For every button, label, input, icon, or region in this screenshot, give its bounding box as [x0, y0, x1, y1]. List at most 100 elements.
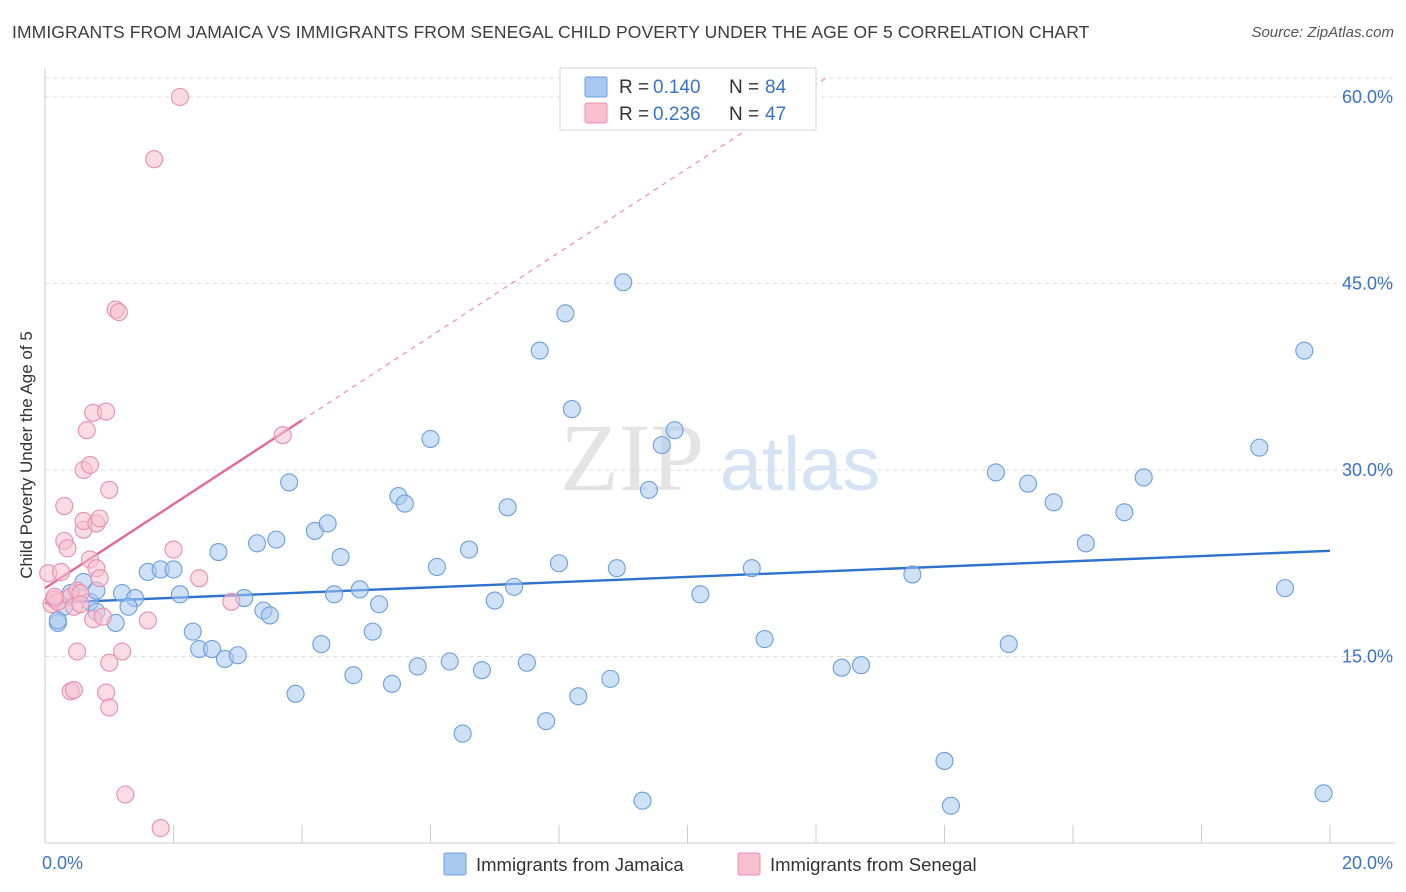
jamaica-point — [453, 724, 472, 743]
senegal-point — [100, 698, 119, 717]
senegal-point — [90, 569, 109, 588]
senegal-point — [138, 611, 157, 630]
senegal-point — [190, 569, 209, 588]
jamaica-point — [562, 400, 581, 419]
data-points — [39, 87, 1333, 838]
jamaica-point — [209, 543, 228, 562]
legend-n-label-jamaica: N = — [729, 77, 759, 98]
jamaica-point — [755, 630, 774, 649]
senegal-point — [151, 819, 170, 838]
y-tick-label: 15.0% — [1342, 647, 1393, 667]
jamaica-point — [247, 534, 267, 553]
jamaica-point — [164, 560, 183, 579]
jamaica-trend-line — [44, 549, 1331, 605]
jamaica-point — [472, 661, 491, 680]
senegal-point — [58, 539, 77, 558]
legend-n-value-senegal: 47 — [765, 104, 786, 125]
jamaica-point — [742, 559, 761, 578]
senegal-point — [45, 587, 64, 606]
jamaica-point — [170, 585, 189, 604]
jamaica-point — [260, 606, 279, 625]
jamaica-point — [119, 597, 138, 616]
jamaica-point — [1275, 579, 1295, 598]
senegal-point — [170, 87, 189, 107]
senegal-point — [93, 607, 112, 626]
senegal-point — [52, 562, 71, 582]
jamaica-point — [986, 463, 1005, 482]
series-legend: Immigrants from Jamaica Immigrants from … — [443, 852, 977, 876]
y-tick-label: 45.0% — [1342, 274, 1393, 294]
senegal-point — [100, 480, 119, 499]
jamaica-point — [459, 540, 479, 559]
jamaica-point — [312, 635, 331, 654]
jamaica-point — [665, 421, 684, 440]
senegal-point — [64, 681, 83, 700]
series-legend-label-senegal: Immigrants from Senegal — [770, 854, 977, 875]
jamaica-point — [228, 646, 247, 665]
jamaica-point — [267, 530, 286, 549]
y-tick-label: 60.0% — [1342, 87, 1393, 107]
jamaica-point — [1076, 534, 1095, 553]
senegal-point — [68, 642, 87, 661]
jamaica-point — [280, 473, 299, 492]
jamaica-point — [485, 591, 504, 610]
jamaica-point — [325, 585, 344, 604]
jamaica-point — [331, 547, 350, 567]
legend-n-value-jamaica: 84 — [765, 77, 787, 98]
jamaica-point — [691, 585, 710, 604]
senegal-point — [55, 497, 74, 516]
jamaica-point — [382, 674, 402, 693]
chart-title: IMMIGRANTS FROM JAMAICA VS IMMIGRANTS FR… — [12, 22, 1090, 42]
senegal-point — [77, 421, 96, 440]
jamaica-point — [48, 611, 67, 630]
correlation-legend: R = 0.140 N = 84 R = 0.236 N = 47 — [559, 67, 817, 131]
x-tick-label: 0.0% — [42, 853, 83, 873]
jamaica-point — [344, 666, 363, 685]
jamaica-point — [286, 684, 305, 703]
jamaica-point — [517, 653, 536, 672]
jamaica-point — [1295, 341, 1314, 360]
legend-r-value-jamaica: 0.140 — [653, 77, 701, 98]
jamaica-point — [318, 514, 337, 533]
jamaica-point — [203, 639, 222, 659]
senegal-point — [145, 150, 164, 169]
senegal-point — [96, 402, 116, 421]
jamaica-point — [903, 565, 922, 584]
jamaica-point — [183, 622, 202, 641]
legend-r-label-senegal: R = — [619, 104, 649, 125]
x-tick-label: 20.0% — [1342, 853, 1393, 873]
senegal-point — [96, 683, 116, 702]
jamaica-point — [941, 796, 960, 815]
senegal-point — [71, 595, 90, 614]
senegal-point — [90, 509, 109, 528]
series-legend-swatch-jamaica — [443, 852, 467, 876]
jamaica-point — [633, 791, 652, 810]
jamaica-point — [569, 687, 588, 706]
jamaica-point — [363, 622, 382, 641]
jamaica-point — [935, 751, 954, 770]
jamaica-point — [350, 580, 369, 599]
jamaica-point — [1134, 468, 1153, 487]
jamaica-point — [601, 669, 620, 688]
jamaica-point — [1018, 474, 1038, 493]
jamaica-point — [370, 595, 389, 614]
jamaica-point — [851, 656, 871, 675]
watermark-atlas: atlas — [720, 422, 881, 507]
jamaica-point — [639, 480, 659, 499]
jamaica-point — [614, 273, 633, 292]
chart-source: Source: ZipAtlas.com — [1251, 24, 1394, 41]
watermark-zip: ZIP — [560, 404, 704, 511]
axes: 15.0% 30.0% 45.0% 60.0% 0.0% 20.0% — [42, 68, 1395, 873]
jamaica-point — [1250, 438, 1269, 457]
legend-r-value-senegal: 0.236 — [653, 104, 701, 125]
senegal-trend-extension — [301, 77, 827, 421]
series-legend-swatch-senegal — [737, 852, 761, 876]
senegal-point — [113, 642, 132, 661]
senegal-point — [109, 303, 128, 322]
jamaica-point — [549, 554, 569, 573]
jamaica-point — [530, 341, 549, 360]
jamaica-point — [427, 557, 446, 577]
gridlines — [45, 77, 1395, 657]
legend-swatch-jamaica — [584, 76, 608, 98]
